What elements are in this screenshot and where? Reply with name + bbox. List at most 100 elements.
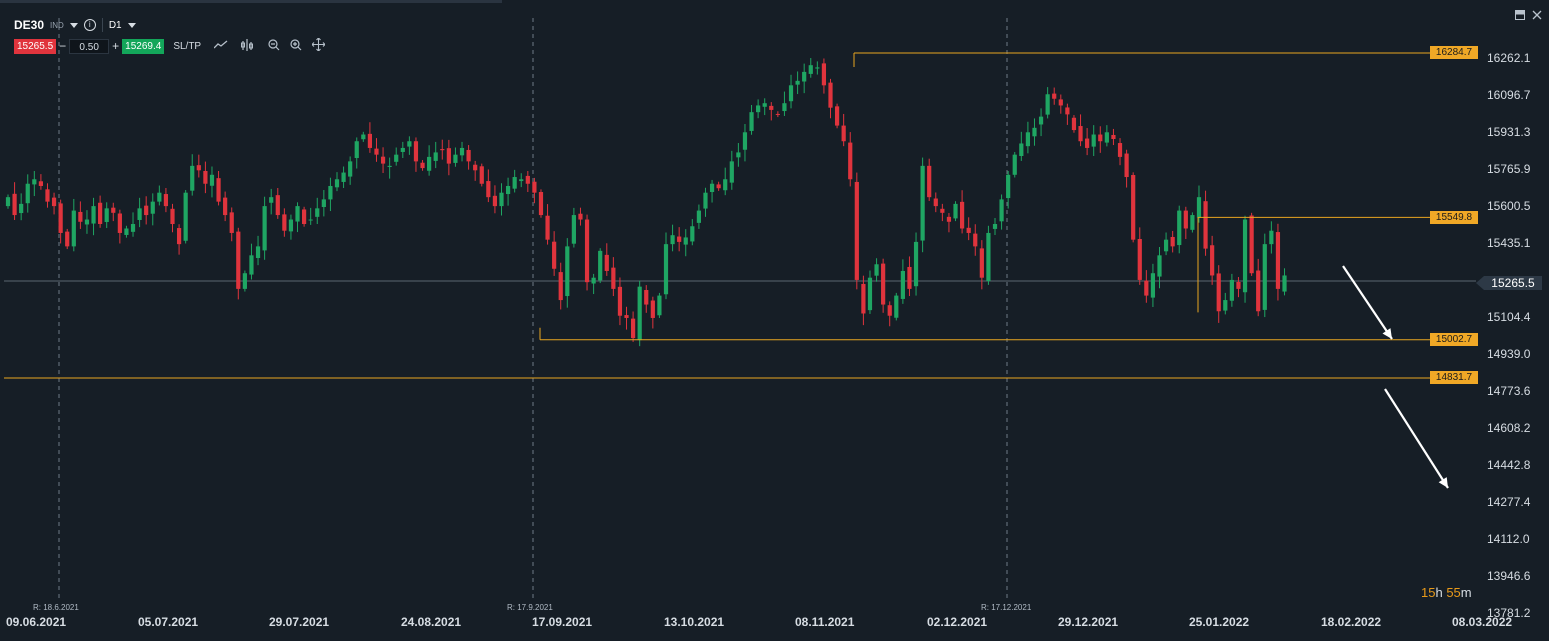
- candle-body: [1038, 116, 1044, 125]
- candle-body: [111, 207, 116, 213]
- candle-body: [1163, 239, 1169, 252]
- candle-body: [1078, 126, 1083, 142]
- candle-body: [1131, 175, 1136, 240]
- y-tick-label: 14773.6: [1487, 384, 1531, 398]
- candle-body: [1269, 230, 1274, 245]
- candle-body: [821, 63, 827, 86]
- candle-body: [1256, 270, 1261, 312]
- x-tick-label: 05.07.2021: [138, 615, 198, 629]
- candle-body: [275, 195, 280, 216]
- candle-body: [32, 179, 37, 185]
- price-level-tag[interactable]: 14831.7: [1430, 371, 1478, 385]
- move-icon[interactable]: [311, 37, 326, 55]
- candle-body: [216, 178, 221, 202]
- candle-body: [756, 105, 761, 113]
- candle-body: [960, 201, 965, 229]
- candle-body: [427, 156, 432, 171]
- sell-button[interactable]: 15265.5: [14, 39, 57, 54]
- candle-body: [1045, 94, 1050, 115]
- symbol-label[interactable]: DE30: [14, 18, 45, 32]
- candle-body: [1150, 273, 1156, 298]
- decrease-lot-button[interactable]: −: [59, 39, 67, 53]
- candle-body: [176, 228, 182, 245]
- candle-body: [644, 289, 649, 305]
- timeframe-dropdown-icon[interactable]: [127, 22, 136, 28]
- candle-body: [466, 149, 471, 162]
- x-tick-label: 17.09.2021: [532, 615, 592, 629]
- x-tick-label: 13.10.2021: [664, 615, 724, 629]
- candle-body: [736, 152, 741, 158]
- countdown-hours: 15: [1421, 585, 1436, 600]
- candle-body: [282, 214, 287, 231]
- candle-body: [525, 175, 530, 184]
- symbol-dropdown-icon[interactable]: [69, 22, 78, 28]
- candle-body: [1104, 132, 1109, 143]
- candle-body: [788, 85, 794, 102]
- top-strip: [0, 0, 502, 3]
- candle-body: [677, 236, 682, 242]
- rollover-label: R: 17.12.2021: [981, 603, 1032, 612]
- candle-body: [532, 181, 537, 193]
- timeframe-select[interactable]: D1: [108, 19, 122, 31]
- candle-body: [874, 264, 879, 276]
- trend-arrow-2: [1384, 388, 1449, 489]
- candle-body: [552, 241, 557, 269]
- buy-button[interactable]: 15269.4: [122, 39, 165, 54]
- candle-body: [479, 166, 484, 184]
- candle-body: [769, 105, 774, 110]
- y-tick-label: 14277.4: [1487, 495, 1531, 509]
- candle-body: [749, 112, 754, 131]
- candle-body: [841, 125, 846, 142]
- line-chart-icon[interactable]: [213, 39, 228, 54]
- candle-body: [900, 270, 905, 299]
- candle-body: [505, 185, 511, 195]
- info-icon[interactable]: i: [83, 19, 96, 31]
- x-tick-label: 02.12.2021: [927, 615, 987, 629]
- indicators-icon[interactable]: [241, 38, 255, 55]
- candle-body: [716, 184, 721, 189]
- countdown-hours-unit: h: [1435, 585, 1443, 600]
- candle-body: [637, 286, 642, 341]
- candle-body: [1262, 244, 1267, 310]
- candle-body: [1071, 117, 1077, 131]
- increase-lot-button[interactable]: +: [112, 39, 120, 53]
- y-tick-label: 13781.2: [1487, 606, 1531, 620]
- candle-body: [19, 203, 24, 214]
- candle-body: [848, 142, 853, 180]
- y-tick-label: 15931.3: [1487, 125, 1531, 139]
- price-level-tag[interactable]: 16284.7: [1430, 46, 1478, 60]
- candle-body: [413, 141, 419, 162]
- candle-body: [190, 165, 195, 191]
- candle-body: [861, 283, 866, 314]
- candle-body: [729, 161, 734, 183]
- price-level-tag[interactable]: 15549.8: [1430, 210, 1478, 224]
- candle-body: [499, 192, 504, 207]
- candle-body: [144, 205, 149, 216]
- candle-body: [1242, 219, 1248, 293]
- price-level-tag[interactable]: 15002.7: [1430, 333, 1478, 347]
- close-icon[interactable]: [1532, 10, 1542, 23]
- sltp-button[interactable]: SL/TP: [173, 41, 202, 52]
- zoom-out-icon[interactable]: [268, 38, 280, 55]
- candle-body: [650, 300, 655, 318]
- candle-body: [394, 154, 399, 162]
- candle-body: [98, 202, 103, 225]
- minimize-panel-icon[interactable]: [1515, 10, 1525, 23]
- candle-body: [453, 154, 458, 163]
- candle-body: [1203, 201, 1208, 249]
- candle-body: [565, 246, 570, 297]
- candle-body: [209, 174, 215, 186]
- candle-body: [986, 232, 991, 282]
- candle-body: [683, 237, 688, 245]
- candle-body: [1275, 232, 1281, 289]
- lot-size-input[interactable]: 0.50: [69, 39, 110, 54]
- zoom-in-icon[interactable]: [290, 38, 302, 55]
- current-price-label: 15265.5: [1484, 276, 1542, 290]
- countdown-minutes-unit: m: [1460, 585, 1472, 600]
- candle-body: [236, 231, 241, 289]
- y-tick-label: 16262.1: [1487, 51, 1531, 65]
- candle-body: [775, 113, 780, 115]
- candle-body: [334, 179, 340, 188]
- candle-body: [361, 134, 366, 140]
